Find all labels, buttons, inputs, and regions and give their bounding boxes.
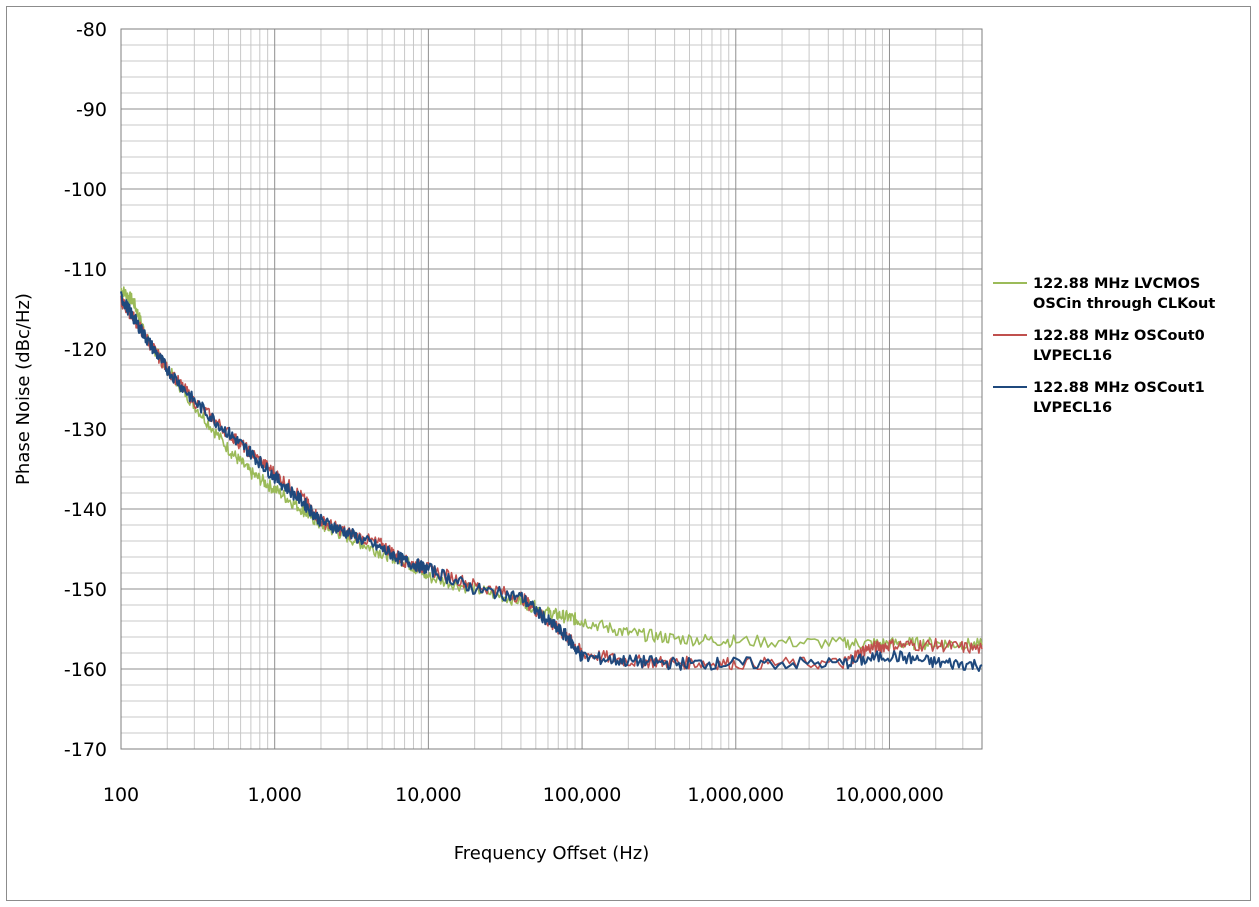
series-line-2 bbox=[120, 295, 983, 671]
chart-legend: 122.88 MHz LVCMOS OSCin through CLKout 122… bbox=[993, 276, 1215, 416]
x-axis-tick-labels: 100 1,000 10,000 100,000 1,000,000 10,000,000 bbox=[103, 784, 944, 806]
x-tick-label: 100,000 bbox=[543, 784, 622, 806]
legend-label-3: LVPECL16 bbox=[1033, 400, 1112, 416]
plot-area-border bbox=[120, 28, 983, 750]
series-lines bbox=[120, 286, 983, 672]
y-tick-label: -120 bbox=[64, 339, 107, 361]
y-tick-label: -130 bbox=[64, 419, 107, 441]
chart-frame: -170 -160 -150 -140 -130 -120 -110 -100 -90 -80 1… bbox=[6, 6, 1251, 901]
y-tick-label: -90 bbox=[76, 99, 107, 121]
y-axis-title: Phase Noise (dBc/Hz) bbox=[13, 293, 34, 485]
y-tick-label: -150 bbox=[64, 579, 107, 601]
y-tick-label: -100 bbox=[64, 179, 107, 201]
x-tick-label: 10,000,000 bbox=[835, 784, 944, 806]
x-tick-label: 1,000 bbox=[247, 784, 301, 806]
x-tick-label: 10,000 bbox=[395, 784, 461, 806]
phase-noise-chart: -170 -160 -150 -140 -130 -120 -110 -100 -90 -80 1… bbox=[13, 19, 1215, 864]
y-tick-label: -170 bbox=[64, 739, 107, 761]
legend-label-3: 122.88 MHz OSCout1 bbox=[1033, 380, 1205, 396]
legend-label-1: OSCin through CLKout bbox=[1033, 296, 1215, 312]
x-tick-label: 100 bbox=[103, 784, 139, 806]
legend-label-1: 122.88 MHz LVCMOS bbox=[1033, 276, 1200, 292]
y-tick-label: -110 bbox=[64, 259, 107, 281]
x-tick-label: 1,000,000 bbox=[687, 784, 784, 806]
legend-label-2: 122.88 MHz OSCout0 bbox=[1033, 328, 1205, 344]
legend-label-2: LVPECL16 bbox=[1033, 348, 1112, 364]
series-line-3 bbox=[120, 291, 983, 672]
major-gridlines bbox=[120, 28, 982, 750]
y-tick-label: -140 bbox=[64, 499, 107, 521]
minor-gridlines bbox=[121, 29, 982, 749]
x-axis-title: Frequency Offset (Hz) bbox=[454, 843, 650, 864]
y-tick-label: -160 bbox=[64, 659, 107, 681]
y-tick-label: -80 bbox=[76, 19, 107, 41]
y-axis-tick-labels: -170 -160 -150 -140 -130 -120 -110 -100 -90 -80 bbox=[64, 19, 107, 761]
series-line-1 bbox=[120, 286, 983, 652]
